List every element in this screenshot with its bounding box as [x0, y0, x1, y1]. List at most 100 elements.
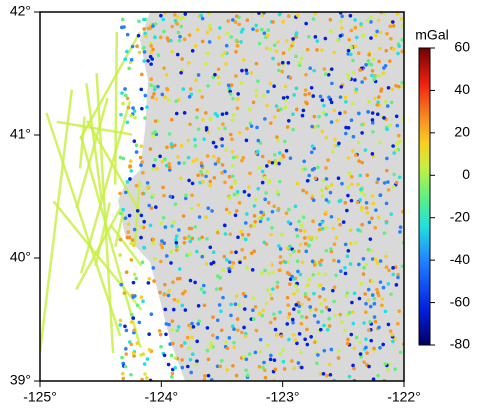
survey-point: [364, 337, 368, 341]
survey-point: [227, 86, 232, 90]
survey-point: [228, 92, 233, 96]
survey-point: [182, 37, 187, 42]
survey-point: [171, 341, 175, 346]
survey-point: [285, 295, 290, 300]
survey-point: [235, 43, 240, 48]
survey-point: [339, 320, 344, 324]
survey-point: [386, 322, 391, 327]
survey-point: [270, 209, 275, 214]
survey-point: [167, 288, 171, 293]
survey-point: [386, 180, 390, 184]
survey-point: [298, 272, 303, 277]
survey-point: [195, 108, 200, 112]
survey-point: [216, 159, 220, 164]
survey-point: [205, 169, 210, 174]
survey-point: [320, 129, 325, 134]
survey-point: [240, 158, 244, 163]
survey-point: [239, 30, 244, 34]
survey-point: [378, 345, 382, 350]
survey-point: [129, 372, 133, 377]
survey-point: [357, 296, 362, 301]
survey-point: [217, 126, 221, 131]
survey-point: [364, 301, 368, 306]
survey-point: [254, 93, 259, 98]
survey-point: [200, 173, 205, 177]
survey-point: [164, 163, 169, 168]
survey-point: [247, 185, 251, 189]
survey-point: [359, 281, 364, 286]
survey-point: [293, 204, 298, 209]
survey-point: [181, 16, 185, 20]
survey-point: [129, 320, 134, 324]
survey-point: [249, 251, 254, 256]
survey-point: [256, 216, 261, 221]
survey-point: [236, 328, 240, 333]
survey-point: [298, 242, 303, 247]
survey-point: [361, 272, 366, 276]
survey-point: [149, 206, 154, 210]
survey-point: [305, 47, 310, 52]
survey-point: [214, 287, 219, 291]
survey-point: [291, 333, 296, 337]
survey-point: [145, 105, 149, 109]
survey-point: [351, 310, 355, 314]
survey-point: [160, 239, 164, 243]
survey-point: [174, 244, 179, 249]
survey-point: [274, 49, 279, 54]
survey-point: [124, 328, 129, 333]
survey-point: [318, 372, 323, 376]
survey-point: [226, 83, 231, 88]
survey-point: [139, 213, 144, 218]
survey-point: [272, 43, 277, 48]
survey-point: [400, 80, 404, 85]
survey-point: [311, 198, 316, 202]
survey-point: [277, 179, 282, 184]
survey-point: [217, 35, 221, 40]
survey-point: [235, 192, 239, 197]
survey-point: [190, 321, 194, 326]
survey-point: [396, 275, 400, 280]
survey-point: [395, 142, 399, 146]
survey-point: [316, 165, 320, 170]
survey-point: [151, 47, 155, 52]
survey-point: [232, 345, 237, 349]
survey-point: [198, 180, 203, 185]
survey-point: [370, 69, 375, 73]
survey-point: [328, 17, 333, 22]
survey-point: [140, 160, 144, 164]
survey-point: [136, 33, 141, 38]
survey-point: [397, 44, 401, 48]
survey-point: [186, 155, 191, 160]
survey-point: [171, 280, 175, 285]
survey-point: [141, 299, 145, 304]
survey-point: [170, 24, 175, 29]
survey-point: [346, 156, 351, 160]
survey-point: [300, 365, 304, 370]
survey-point: [363, 76, 367, 81]
survey-point: [278, 255, 283, 259]
survey-point: [395, 123, 400, 128]
survey-point: [231, 261, 236, 265]
survey-point: [203, 62, 208, 66]
survey-point: [312, 114, 317, 119]
survey-point: [292, 249, 296, 254]
survey-point: [160, 92, 165, 97]
survey-point: [324, 248, 329, 253]
survey-point: [225, 258, 229, 262]
survey-point: [221, 295, 225, 300]
x-tick-label: -124°: [145, 389, 179, 405]
survey-point: [300, 314, 304, 319]
survey-point: [311, 17, 316, 21]
survey-point: [361, 257, 366, 261]
survey-point: [336, 356, 341, 360]
survey-point: [227, 174, 232, 179]
survey-point: [390, 20, 395, 24]
survey-point: [248, 121, 253, 126]
survey-point: [234, 209, 239, 213]
survey-point: [391, 266, 395, 270]
survey-point: [149, 77, 153, 81]
survey-point: [257, 41, 262, 46]
survey-point: [197, 88, 202, 93]
survey-point: [318, 94, 323, 99]
survey-point: [215, 274, 220, 278]
